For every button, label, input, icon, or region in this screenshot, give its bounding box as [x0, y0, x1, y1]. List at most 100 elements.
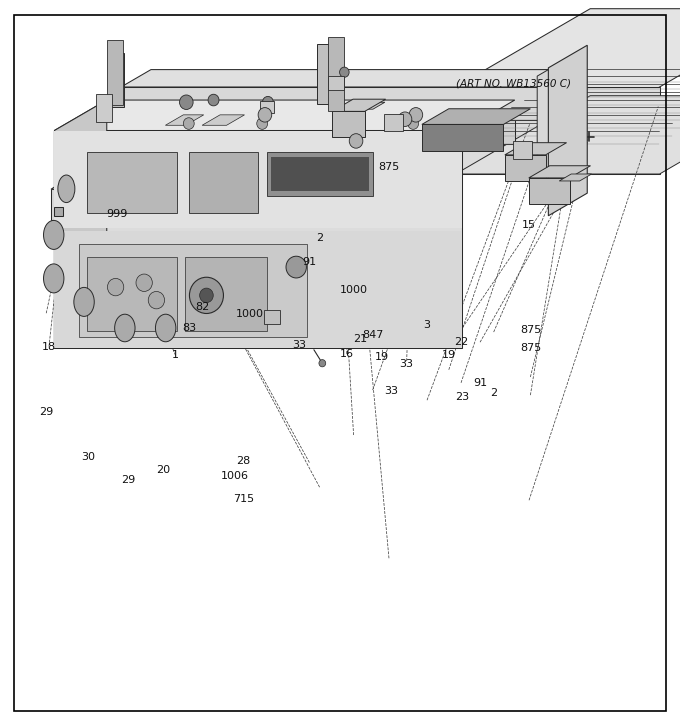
Ellipse shape — [74, 287, 95, 316]
Polygon shape — [328, 38, 344, 112]
Polygon shape — [87, 152, 177, 213]
Text: 15: 15 — [522, 220, 536, 230]
Polygon shape — [537, 50, 582, 185]
Circle shape — [136, 274, 152, 291]
Bar — [384, 114, 403, 131]
Text: 22: 22 — [454, 337, 468, 347]
Ellipse shape — [44, 220, 64, 249]
Text: 1000: 1000 — [339, 285, 368, 295]
Polygon shape — [352, 102, 385, 109]
Bar — [513, 141, 532, 159]
Circle shape — [200, 288, 214, 302]
Text: 82: 82 — [196, 302, 209, 312]
Polygon shape — [332, 99, 386, 112]
Text: 23: 23 — [456, 392, 469, 402]
Circle shape — [409, 107, 423, 122]
Polygon shape — [107, 40, 123, 105]
Ellipse shape — [115, 314, 135, 341]
Polygon shape — [54, 100, 107, 348]
Circle shape — [350, 133, 363, 148]
Polygon shape — [54, 100, 515, 130]
Polygon shape — [87, 257, 177, 331]
Circle shape — [257, 117, 268, 129]
Text: 847: 847 — [362, 330, 384, 340]
Polygon shape — [456, 87, 660, 174]
Text: 91: 91 — [303, 257, 316, 268]
Text: 16: 16 — [340, 349, 354, 359]
Polygon shape — [202, 115, 245, 125]
Circle shape — [258, 107, 272, 122]
Text: 875: 875 — [378, 162, 400, 172]
Bar — [328, 76, 344, 91]
Polygon shape — [189, 152, 258, 213]
Text: 875: 875 — [520, 343, 541, 353]
Polygon shape — [422, 109, 530, 125]
Text: 19: 19 — [442, 350, 456, 360]
Polygon shape — [529, 178, 570, 204]
Circle shape — [319, 360, 326, 367]
Text: 91: 91 — [473, 378, 487, 388]
Polygon shape — [107, 83, 545, 100]
Polygon shape — [422, 125, 503, 151]
Text: 715: 715 — [233, 494, 254, 504]
Circle shape — [398, 112, 412, 126]
Text: 29: 29 — [121, 475, 135, 485]
Text: 21: 21 — [354, 334, 367, 344]
Polygon shape — [185, 257, 267, 331]
Polygon shape — [51, 189, 97, 220]
Polygon shape — [54, 207, 63, 216]
Polygon shape — [529, 166, 590, 178]
Polygon shape — [121, 70, 575, 87]
Polygon shape — [165, 115, 204, 125]
Polygon shape — [505, 155, 545, 181]
Text: 19: 19 — [375, 352, 389, 362]
Text: 2: 2 — [490, 388, 497, 398]
Text: 2: 2 — [316, 233, 323, 243]
Circle shape — [339, 67, 349, 78]
Polygon shape — [54, 130, 462, 228]
Text: 33: 33 — [400, 359, 413, 369]
Polygon shape — [107, 100, 515, 144]
Text: 1000: 1000 — [236, 309, 265, 319]
Polygon shape — [548, 45, 588, 216]
Polygon shape — [267, 152, 373, 196]
Text: 1: 1 — [172, 350, 179, 360]
Circle shape — [180, 95, 193, 109]
Text: (ART NO. WB13560 C): (ART NO. WB13560 C) — [456, 78, 571, 88]
Circle shape — [107, 278, 124, 296]
Ellipse shape — [44, 264, 64, 293]
Circle shape — [190, 277, 224, 313]
Polygon shape — [97, 178, 114, 220]
Polygon shape — [54, 231, 462, 348]
Text: 28: 28 — [237, 456, 250, 466]
Polygon shape — [107, 53, 124, 107]
Circle shape — [208, 94, 219, 106]
Circle shape — [286, 256, 307, 278]
Polygon shape — [121, 87, 545, 120]
Ellipse shape — [58, 175, 75, 202]
Circle shape — [184, 117, 194, 129]
Text: 1006: 1006 — [221, 471, 250, 481]
Polygon shape — [317, 44, 333, 104]
Text: 29: 29 — [39, 407, 53, 417]
Polygon shape — [559, 174, 592, 181]
Text: 875: 875 — [520, 325, 541, 335]
Polygon shape — [332, 112, 364, 138]
Polygon shape — [456, 96, 680, 174]
Text: 30: 30 — [82, 452, 95, 462]
Ellipse shape — [156, 314, 176, 341]
Polygon shape — [54, 130, 462, 348]
Circle shape — [262, 96, 273, 108]
Text: 33: 33 — [385, 386, 398, 397]
Polygon shape — [96, 94, 112, 122]
Polygon shape — [51, 178, 114, 189]
Circle shape — [408, 117, 419, 129]
Text: 83: 83 — [182, 323, 196, 334]
Polygon shape — [505, 143, 566, 155]
Polygon shape — [79, 244, 307, 337]
Bar — [260, 102, 273, 113]
Bar — [264, 310, 280, 324]
Circle shape — [148, 291, 165, 309]
Polygon shape — [453, 9, 680, 88]
Polygon shape — [271, 157, 369, 191]
